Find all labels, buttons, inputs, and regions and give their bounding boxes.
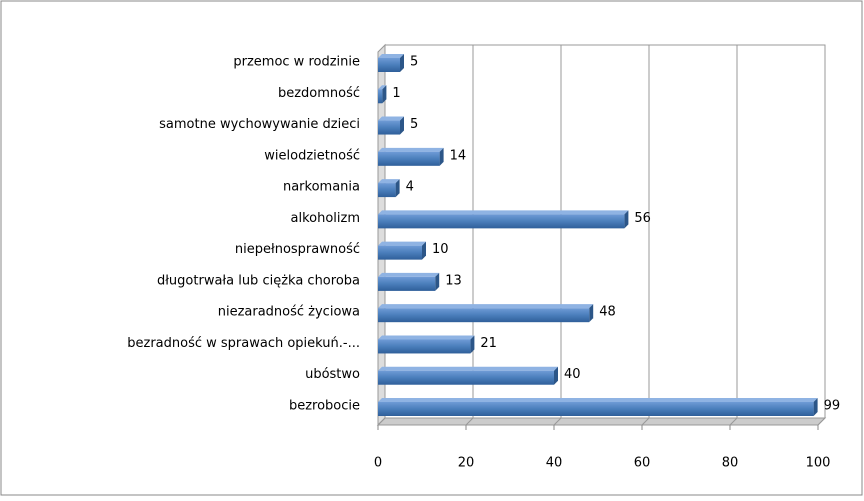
bar (378, 304, 594, 323)
bar-face (382, 85, 387, 104)
bar-face (378, 308, 590, 323)
y-tick-label: wielodzietność (264, 148, 360, 163)
bar-face (378, 241, 426, 246)
value-label: 48 (599, 305, 616, 320)
bar (378, 179, 400, 198)
bar-face (378, 276, 436, 291)
x-tick-label: 60 (634, 456, 651, 471)
bar-face (378, 58, 400, 72)
x-tick-label: 20 (458, 456, 475, 471)
bar (378, 241, 426, 260)
back-wall (384, 44, 826, 419)
bar-face (378, 116, 404, 121)
y-tick-label: bezradność w sprawach opiekuń.-... (127, 336, 360, 351)
value-label: 56 (634, 211, 651, 226)
bar-face (400, 54, 404, 72)
value-label: 4 (406, 180, 414, 195)
grid-line (641, 417, 650, 426)
x-tick-label: 40 (546, 456, 563, 471)
bar-face (378, 402, 814, 416)
bar-face (378, 89, 383, 104)
grid-line (553, 417, 562, 426)
bar-face (470, 335, 475, 354)
value-label: 14 (450, 148, 467, 163)
bar-face (400, 116, 404, 135)
y-tick-label: ubóstwo (305, 367, 360, 382)
bar-face (554, 366, 558, 385)
x-tick-label: 0 (374, 456, 382, 471)
grid-line (377, 417, 386, 426)
bar (378, 210, 629, 229)
value-label: 1 (392, 86, 400, 101)
bar-face (378, 272, 440, 277)
grid-line (729, 417, 738, 426)
grid-line (817, 417, 826, 426)
bar-face (378, 179, 400, 184)
bar (378, 398, 818, 416)
bar-face (395, 179, 400, 198)
bar (378, 366, 558, 385)
bar-face (435, 272, 440, 291)
bar-face (378, 54, 404, 58)
bar-face (378, 210, 629, 215)
y-tick-label: przemoc w rodzinie (233, 55, 360, 70)
value-label: 21 (480, 336, 497, 351)
bar-face (813, 398, 818, 416)
y-tick-label: niepełnosprawność (235, 242, 360, 257)
bar-face (378, 147, 444, 152)
value-label: 5 (410, 55, 418, 70)
bar (378, 54, 404, 72)
bar-face (378, 245, 422, 260)
y-tick-label: samotne wychowywanie dzieci (159, 117, 360, 132)
x-tick-label: 100 (806, 456, 831, 471)
bar-face (378, 370, 554, 385)
bar-face (378, 183, 396, 198)
y-tick-label: bezdomność (278, 86, 360, 101)
y-tick-label: alkoholizm (290, 211, 360, 226)
bar-face (378, 151, 440, 166)
bar (378, 272, 440, 291)
x-tick-label: 80 (722, 456, 739, 471)
value-label: 99 (824, 399, 841, 414)
bar-face (624, 210, 629, 229)
bar-face (378, 214, 625, 229)
bar-face (589, 304, 594, 323)
bar-face (439, 147, 444, 166)
bar-face (378, 335, 475, 340)
value-label: 13 (445, 273, 462, 288)
bar-face (378, 366, 558, 371)
bar-face (378, 339, 471, 354)
bar-face (378, 120, 400, 135)
y-tick-label: długotrwała lub ciężka choroba (157, 273, 360, 288)
floor (376, 417, 827, 426)
bar-face (378, 398, 818, 402)
bar (378, 116, 404, 135)
bar (378, 335, 475, 354)
value-label: 10 (432, 242, 449, 257)
y-tick-label: bezrobocie (289, 399, 360, 414)
bar (378, 147, 444, 166)
value-label: 5 (410, 117, 418, 132)
y-tick-label: narkomania (283, 180, 360, 195)
bar-face (378, 304, 594, 309)
grid-line (465, 417, 474, 426)
y-tick-label: niezaradność życiowa (218, 305, 360, 320)
bar-face (378, 85, 387, 90)
bar (378, 85, 387, 104)
bar-face (422, 241, 426, 260)
value-label: 40 (564, 367, 581, 382)
